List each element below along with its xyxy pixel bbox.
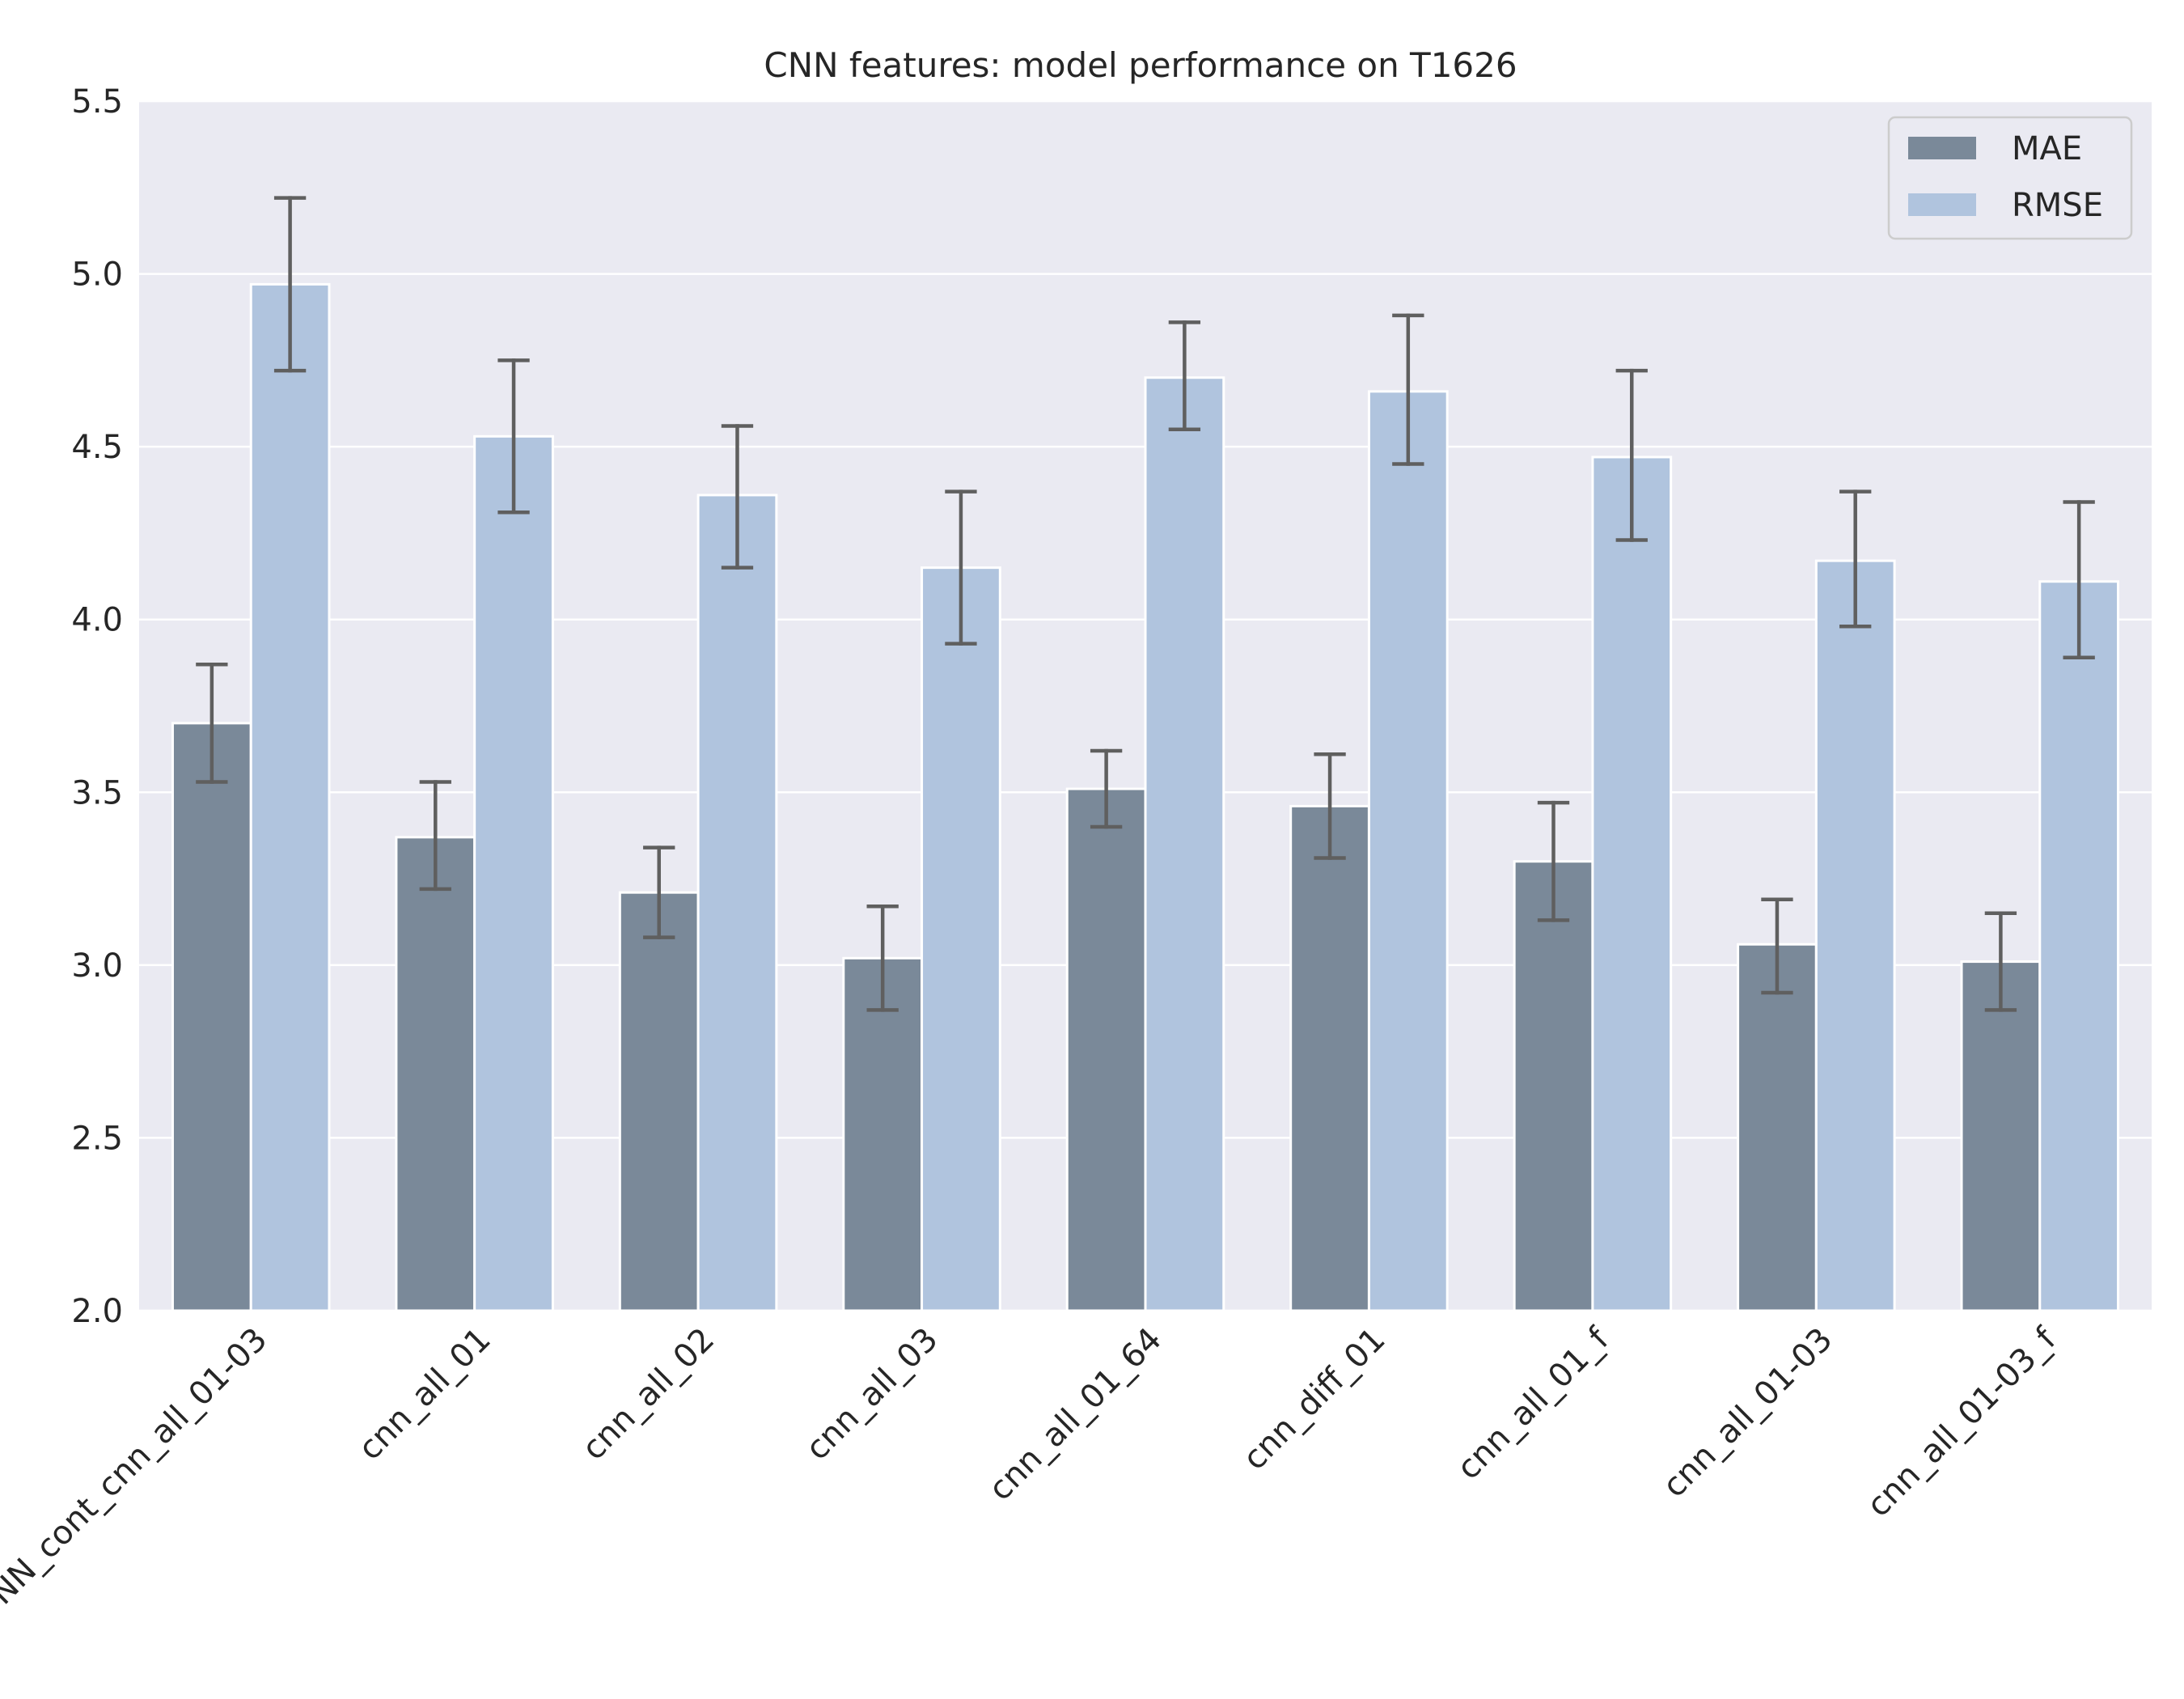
error-bar-mae-cnn_all_01-03 [1761,897,1793,995]
bar-mae-cnn_all_02 [618,891,700,1312]
bars [171,282,2120,1312]
bar-mae-cnn_all_03 [842,956,924,1312]
bar-rmse-cnn_all_01-03 [1814,559,1896,1312]
error-bar-mae-cnn_all_01_64 [1090,748,1123,829]
error-bar-rmse-cnn_diff_01 [1392,313,1424,466]
y-tick-label: 5.0 [71,256,123,294]
y-tick-label: 4.0 [71,602,123,639]
error-bar-mae-cnn_diff_01 [1314,752,1346,860]
error-bar-rmse-cnn_all_01 [497,358,530,515]
legend-label-mae: MAE [2012,130,2082,167]
chart-title: CNN features: model performance on T1626 [764,45,1517,85]
bar-mae-cnn_all_01_64 [1065,787,1147,1312]
error-bar-mae-cnn_all_01_f [1537,800,1570,922]
error-bar-rmse-cnn_all_01-03_f [2063,500,2095,659]
error-bar-mae-cnn_all_01 [419,780,451,892]
error-bar-rmse-cnn_all_02 [721,424,754,570]
bar-rmse-cnn_all_01_f [1591,455,1673,1312]
bar-rmse-cnn_all_01 [473,434,554,1312]
bar-rmse-cnn_all_02 [696,494,778,1312]
error-bar-mae-cnn_all_03 [866,904,899,1012]
bar-rmse-cnn_all_01-03_f [2038,580,2120,1312]
bar-mae-NN_cont_cnn_all_01-03 [171,722,252,1312]
error-bars [196,196,2095,1012]
y-tick-label: 3.0 [71,947,123,985]
legend-swatch-rmse [1908,193,1976,216]
bar-mae-cnn_all_01 [395,836,476,1312]
y-tick-label: 3.5 [71,774,123,811]
error-bar-rmse-cnn_all_03 [945,489,977,646]
x-tick-label: cnn_all_01-03 [1656,1321,1839,1505]
error-bar-mae-cnn_all_02 [643,845,675,939]
y-axis-ticks: 2.0 2.5 3.0 3.5 4.0 4.5 5.0 5.5 [71,83,123,1330]
bar-mae-cnn_all_01-03 [1737,943,1818,1312]
error-bar-rmse-cnn_all_01_64 [1168,320,1201,432]
bar-mae-cnn_diff_01 [1289,804,1370,1312]
error-bar-rmse-cnn_all_01-03 [1839,489,1872,629]
x-tick-label: cnn_all_01_64 [982,1321,1169,1508]
bar-rmse-cnn_all_01_64 [1144,376,1225,1312]
x-tick-label: NN_cont_cnn_all_01-03 [0,1321,274,1612]
legend-label-rmse: RMSE [2012,187,2103,224]
y-tick-label: 2.5 [71,1120,123,1157]
y-tick-label: 2.0 [71,1293,123,1330]
x-tick-label: cnn_diff_01 [1236,1321,1393,1478]
error-bar-mae-NN_cont_cnn_all_01-03 [196,662,228,784]
bar-rmse-cnn_diff_01 [1367,390,1449,1312]
bar-rmse-NN_cont_cnn_all_01-03 [249,282,331,1312]
bar-mae-cnn_all_01-03_f [1960,960,2042,1312]
error-bar-rmse-NN_cont_cnn_all_01-03 [273,196,307,373]
x-tick-label: cnn_all_02 [575,1321,722,1468]
y-tick-label: 4.5 [71,429,123,466]
legend: MAE RMSE [1887,116,2133,240]
x-tick-label: cnn_all_03 [798,1321,945,1468]
y-tick-label: 5.5 [71,83,123,121]
bar-mae-cnn_all_01_f [1513,860,1594,1312]
error-bar-rmse-cnn_all_01_f [1615,368,1648,542]
error-bar-mae-cnn_all_01-03_f [1984,911,2017,1012]
legend-swatch-mae [1908,137,1976,159]
x-tick-label: cnn_all_01_f [1450,1320,1617,1487]
x-axis-ticks: NN_cont_cnn_all_01-03 cnn_all_01 cnn_all_0… [0,1320,2063,1612]
bar-rmse-cnn_all_03 [921,566,1001,1312]
x-tick-label: cnn_all_01-03_f [1860,1320,2063,1524]
x-tick-label: cnn_all_01 [351,1321,497,1468]
